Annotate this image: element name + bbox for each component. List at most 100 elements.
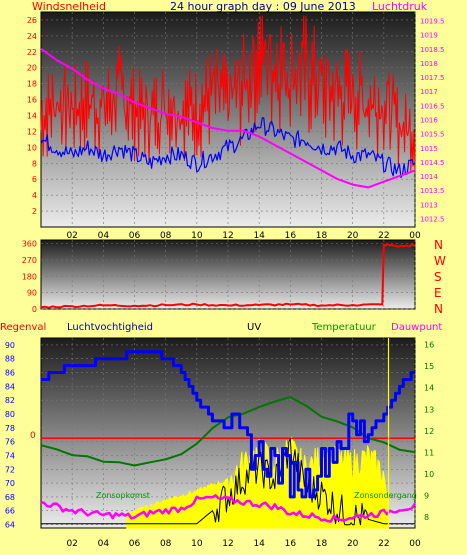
pressure-tick-label: 1016.5: [420, 102, 445, 110]
wind-tick-label: 6: [32, 175, 37, 184]
temperature-tick-label: 14: [424, 384, 434, 393]
x-tick-label: 00: [409, 539, 421, 549]
pressure-tick-label: 1016: [420, 117, 438, 125]
humidity-tick-label: 88: [5, 355, 15, 364]
direction-tick-label: 180: [22, 272, 37, 281]
wind-gust-line: [40, 15, 416, 173]
temperature-tick-label: 12: [424, 427, 434, 436]
x-tick-label: 02: [66, 539, 77, 549]
pressure-tick-label: 1013.5: [420, 187, 445, 195]
legend-item: Regenval: [0, 322, 46, 333]
humidity-tick-label: 64: [5, 521, 15, 530]
x-tick-label: 04: [98, 539, 110, 549]
wind-direction-line: [40, 243, 416, 309]
direction-tick-label: 0: [32, 305, 37, 314]
compass-label: N: [434, 302, 443, 316]
temperature-tick-label: 11: [424, 448, 434, 457]
x-tick-label: 08: [160, 231, 172, 241]
humidity-temperature-panel: 02 04 06 08 10 12 14 16 18 20 22 00 646668707274767…: [0, 322, 442, 549]
temperature-tick-label: 9: [424, 492, 429, 501]
x-tick-label: 06: [129, 231, 141, 241]
x-tick-label: 10: [191, 231, 203, 241]
wind-pressure-x-ticks: 02 04 06 08 10 12 14 16 18 20 22 00: [66, 231, 421, 241]
humidity-tick-label: 74: [5, 451, 15, 460]
humidity-tick-label: 70: [5, 479, 15, 488]
temperature-y-ticks: 8 9 10 11 12 13 14 15 16: [424, 340, 434, 522]
legend-item: Temperatuur: [311, 322, 377, 333]
humidity-tick-label: 86: [5, 369, 15, 378]
temperature-tick-label: 15: [424, 362, 434, 371]
x-tick-label: 16: [285, 539, 297, 549]
pressure-tick-label: 1014: [420, 173, 438, 181]
wind-direction-gridlines: [41, 240, 416, 310]
dewpoint-line: [40, 494, 417, 523]
wind-tick-label: 22: [27, 48, 37, 57]
pressure-tick-label: 1019.5: [420, 17, 445, 25]
pressure-tick-label: 1014.5: [420, 159, 445, 167]
wind-tick-label: 20: [27, 64, 37, 73]
x-tick-label: 02: [66, 231, 77, 241]
pressure-tick-label: 1018.5: [420, 46, 445, 54]
pressure-tick-label: 1018: [420, 60, 438, 68]
humidity-tick-label: 90: [5, 341, 15, 350]
temperature-tick-label: 13: [424, 405, 434, 414]
humidity-tick-label: 68: [5, 493, 15, 502]
wind-tick-label: 12: [27, 127, 37, 136]
wind-tick-label: 10: [27, 143, 37, 152]
humidity-temperature-x-ticks: 02 04 06 08 10 12 14 16 18 20 22 00: [66, 539, 421, 549]
x-tick-label: 04: [98, 231, 110, 241]
temperature-line: [40, 396, 416, 467]
temperature-tick-label: 8: [424, 513, 429, 522]
legend-item: Dauwpunt: [391, 322, 442, 333]
humidity-tick-label: 82: [5, 396, 15, 405]
pressure-tick-label: 1013: [420, 201, 438, 209]
wind-tick-label: 24: [27, 32, 37, 41]
compass-label: W: [434, 254, 446, 268]
x-tick-label: 20: [347, 231, 359, 241]
wind-direction-series: [40, 243, 416, 309]
pressure-line: [40, 47, 416, 189]
uv-index-line: [41, 438, 415, 526]
legend-item: UV: [247, 322, 261, 333]
sunrise-annotation: Zonsopkomst: [96, 491, 150, 500]
x-tick-label: 18: [316, 539, 328, 549]
x-tick-label: 16: [285, 231, 297, 241]
compass-label: E: [434, 286, 442, 300]
chart-title: 24 hour graph day : 09 June 2013: [170, 0, 356, 13]
wind-tick-label: 4: [32, 191, 37, 200]
x-tick-label: 22: [378, 539, 389, 549]
x-tick-label: 12: [222, 539, 233, 549]
humidity-tick-label: 84: [5, 382, 15, 391]
pressure-axis-label: Luchtdruk: [372, 0, 428, 13]
wind-pressure-series: [40, 15, 416, 189]
x-tick-label: 12: [222, 231, 233, 241]
humidity-y-ticks: 64 66 68 70 72 74 76 78 80 82 84 86 88 90: [5, 341, 15, 530]
wind-average-line: [40, 117, 416, 179]
wind-direction-y-ticks: 0 90 180 270 360: [22, 240, 37, 314]
pressure-y-ticks: 1012.5 1013 1013.5 1014 1014.5 1015 1015.5 1016…: [420, 17, 445, 223]
bottom-legend: Regenval Luchtvochtigheid UV Temperatuur Dau…: [0, 322, 442, 333]
x-tick-label: 00: [409, 231, 421, 241]
pressure-tick-label: 1015.5: [420, 131, 445, 139]
wind-tick-label: 2: [32, 207, 37, 216]
x-tick-label: 08: [160, 539, 172, 549]
wind-tick-label: 8: [32, 159, 37, 168]
pressure-tick-label: 1017: [420, 88, 438, 96]
x-tick-label: 10: [191, 539, 203, 549]
pressure-tick-label: 1015: [420, 145, 438, 153]
pressure-tick-label: 1012.5: [420, 216, 445, 224]
x-tick-label: 22: [378, 231, 389, 241]
wind-tick-label: 14: [27, 112, 37, 121]
x-tick-label: 14: [253, 231, 265, 241]
humidity-temperature-series: [40, 338, 417, 529]
direction-tick-label: 90: [27, 289, 37, 298]
humidity-tick-label: 72: [5, 465, 15, 474]
compass-label: S: [434, 270, 442, 284]
wind-tick-label: 16: [27, 96, 37, 105]
compass-label: N: [434, 238, 443, 252]
temperature-tick-label: 10: [424, 470, 434, 479]
humidity-line: [41, 350, 415, 499]
wind-axis-label: Windsnelheid: [32, 0, 106, 13]
